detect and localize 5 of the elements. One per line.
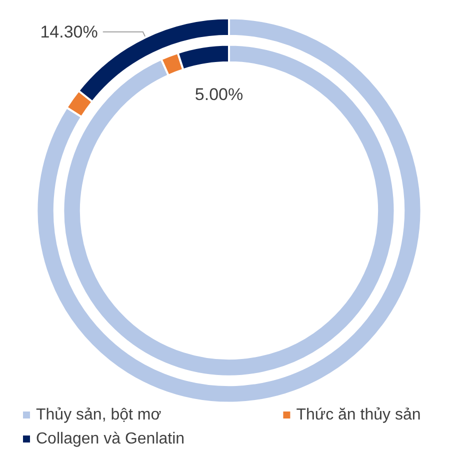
legend-label: Thủy sản, bột mơ xyxy=(36,406,162,424)
data-label: 5.00% xyxy=(194,85,244,104)
legend-label: Collagen và Genlatin xyxy=(36,430,185,448)
data-label: 14.30% xyxy=(40,22,98,42)
legend-label: Thức ăn thủy sản xyxy=(296,406,421,424)
